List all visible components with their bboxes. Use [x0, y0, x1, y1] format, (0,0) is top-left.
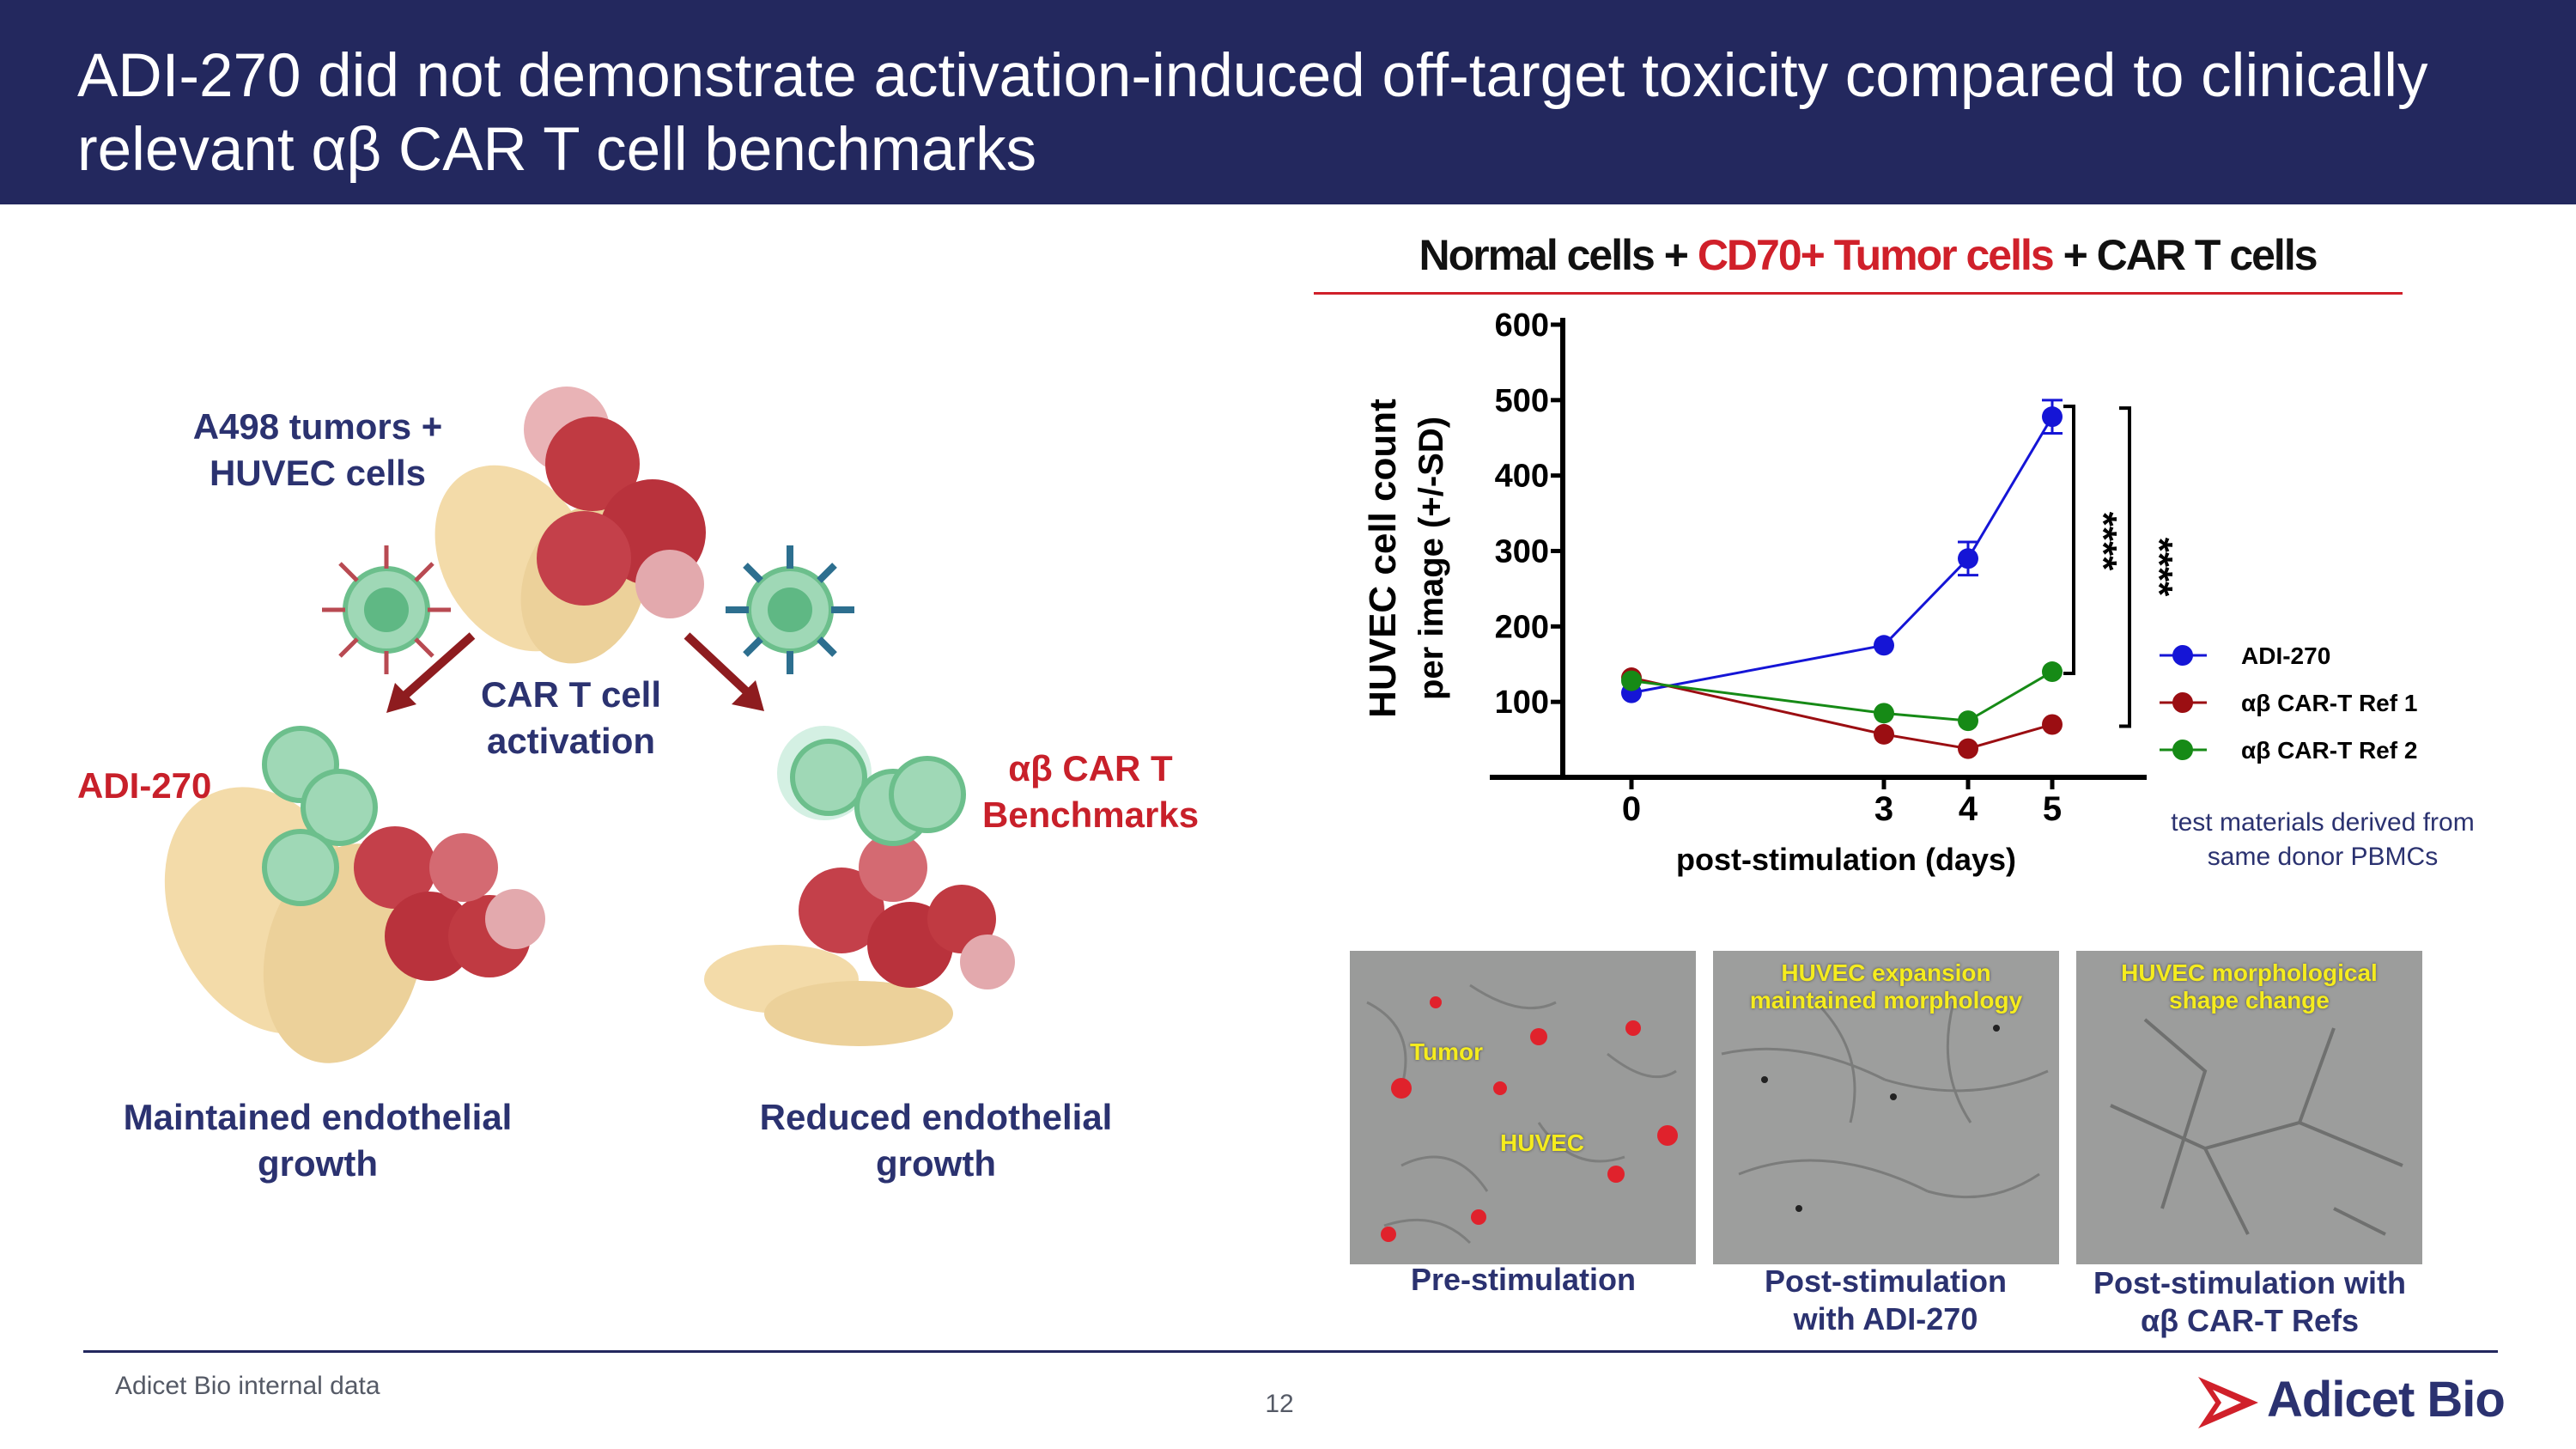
ref-caption-line2: αβ CAR-T Refs — [2140, 1303, 2360, 1338]
y-tick-label: 300 — [1495, 534, 1549, 570]
y-tick-label: 600 — [1495, 307, 1549, 344]
left-result-line2: growth — [258, 1143, 378, 1184]
x-tick-label: 4 — [1959, 790, 1978, 828]
adi-caption-line1: Post-stimulation — [1764, 1263, 2007, 1299]
y-tick-label: 100 — [1495, 685, 1549, 721]
page-number: 12 — [1265, 1390, 1294, 1418]
left-result-line1: Maintained endothelial — [123, 1097, 513, 1137]
chart-note: test materials derived from same donor P… — [2171, 808, 2475, 871]
data-point — [1874, 635, 1894, 656]
x-tick-label: 5 — [2043, 790, 2062, 828]
benchmark-cluster — [704, 726, 1015, 1046]
chart-title-part2: CD70+ Tumor cells — [1697, 231, 2055, 279]
slide-title-line2: relevant αβ CAR T cell benchmarks — [77, 116, 1037, 184]
data-point — [1958, 710, 1978, 732]
pre-caption: Pre-stimulation — [1410, 1262, 1637, 1297]
significance-label: **** — [2082, 512, 2124, 571]
micrograph-pre-image — [1350, 951, 1696, 1264]
series-line — [1631, 676, 2053, 751]
data-point — [1874, 723, 1894, 745]
adi-caption: Post-stimulation with ADI-270 — [1680, 1263, 2092, 1338]
footer-source: Adicet Bio internal data — [115, 1372, 380, 1400]
chart-title-part1: Normal cells + — [1419, 231, 1698, 279]
tumor-cluster-top — [434, 387, 706, 664]
left-result-label: Maintained endothelial growth — [94, 1094, 541, 1187]
micrograph-adi: HUVEC expansion maintained morphology — [1713, 951, 2059, 1264]
benchmark-cell-icon — [726, 545, 854, 674]
series-line — [1631, 416, 2054, 695]
slide-title-line1: ADI-270 did not demonstrate activation-i… — [77, 42, 2428, 110]
header-bar — [0, 0, 2576, 204]
y-axis-label-line2: per image (+/-SD) — [1413, 417, 1450, 700]
adi-note-line1: HUVEC expansion — [1781, 959, 1991, 986]
activation-label-line1: CAR T cell — [480, 674, 662, 715]
activation-arrows — [386, 632, 764, 713]
tumor-label-line2: HUVEC cells — [209, 453, 427, 493]
legend-label: αβ CAR-T Ref 1 — [2241, 690, 2417, 716]
chart-title-rule — [1314, 292, 2403, 295]
x-axis-label: post-stimulation (days) — [1676, 842, 2016, 877]
micrograph-ref: HUVEC morphological shape change — [2076, 951, 2422, 1264]
car-t-diagram — [164, 387, 1015, 1063]
right-result-line2: growth — [876, 1143, 996, 1184]
data-point — [1621, 670, 1642, 691]
right-result-label: Reduced endothelial growth — [713, 1094, 1159, 1187]
footer-rule — [83, 1350, 2498, 1353]
significance-bracket — [2063, 405, 2075, 676]
y-tick-label: 400 — [1495, 459, 1549, 495]
ref-caption-line1: Post-stimulation with — [2093, 1265, 2406, 1300]
ref-caption: Post-stimulation with αβ CAR-T Refs — [2044, 1264, 2456, 1340]
adi-270-label: ADI-270 — [77, 765, 212, 806]
data-point — [2042, 714, 2063, 735]
y-tick-label: 500 — [1495, 383, 1549, 419]
data-point — [1874, 703, 1894, 724]
significance-label: **** — [2138, 538, 2180, 597]
data-point — [2042, 661, 2063, 683]
series-line — [1631, 670, 2053, 722]
micrograph-adi-image — [1713, 951, 2059, 1264]
chart-title-part3: + CAR T cells — [2052, 231, 2318, 279]
ref-note-line1: HUVEC morphological — [2121, 959, 2378, 986]
ref-note: HUVEC morphological shape change — [2076, 959, 2422, 1014]
pre-huvec-label: HUVEC — [1500, 1129, 1585, 1156]
benchmarks-label-line1: αβ CAR T — [1008, 748, 1173, 788]
activation-label: CAR T cell activation — [447, 672, 696, 764]
adicet-logo-text: Adicet Bio — [2267, 1372, 2506, 1428]
tumor-label-line1: A498 tumors + — [192, 406, 443, 447]
data-point — [2042, 406, 2063, 428]
legend-label: ADI-270 — [2241, 642, 2330, 669]
right-result-line1: Reduced endothelial — [759, 1097, 1113, 1137]
adi-note: HUVEC expansion maintained morphology — [1713, 959, 2059, 1014]
tumor-label: A498 tumors + HUVEC cells — [155, 404, 481, 496]
data-point — [1958, 738, 1978, 759]
adi-caption-line2: with ADI-270 — [1793, 1301, 1978, 1336]
legend-marker — [2172, 645, 2193, 666]
benchmarks-label: αβ CAR T Benchmarks — [962, 746, 1219, 838]
adicet-logo-icon — [2198, 1377, 2258, 1428]
huvec-line-chart: 100 200 300 400 500 600 0 3 4 5 post-stimulation (… — [1362, 307, 2417, 877]
ref-note-line2: shape change — [2169, 987, 2330, 1014]
adi-270-cell-icon — [322, 545, 451, 674]
micrograph-pre: Tumor HUVEC — [1350, 951, 1696, 1264]
legend-label: αβ CAR-T Ref 2 — [2241, 737, 2417, 764]
activation-label-line2: activation — [486, 721, 656, 761]
legend-marker — [2172, 740, 2193, 760]
significance-bracket — [2119, 406, 2131, 728]
pre-tumor-label: Tumor — [1410, 1038, 1484, 1065]
y-tick-label: 200 — [1495, 609, 1549, 645]
x-tick-label: 3 — [1874, 790, 1893, 828]
chart-title: Normal cells + CD70+ Tumor cells + CAR T… — [1314, 230, 2421, 280]
x-tick-label: 0 — [1622, 790, 1641, 828]
legend-marker — [2172, 692, 2193, 713]
y-axis-label-line1: HUVEC cell count — [1362, 399, 1404, 718]
adi-note-line2: maintained morphology — [1749, 987, 2023, 1014]
adi-270-cluster — [164, 726, 545, 1063]
data-point — [1958, 548, 1978, 569]
micrograph-ref-image — [2076, 951, 2422, 1264]
benchmarks-label-line2: Benchmarks — [981, 795, 1200, 835]
slide-title: ADI-270 did not demonstrate activation-i… — [77, 40, 2567, 187]
